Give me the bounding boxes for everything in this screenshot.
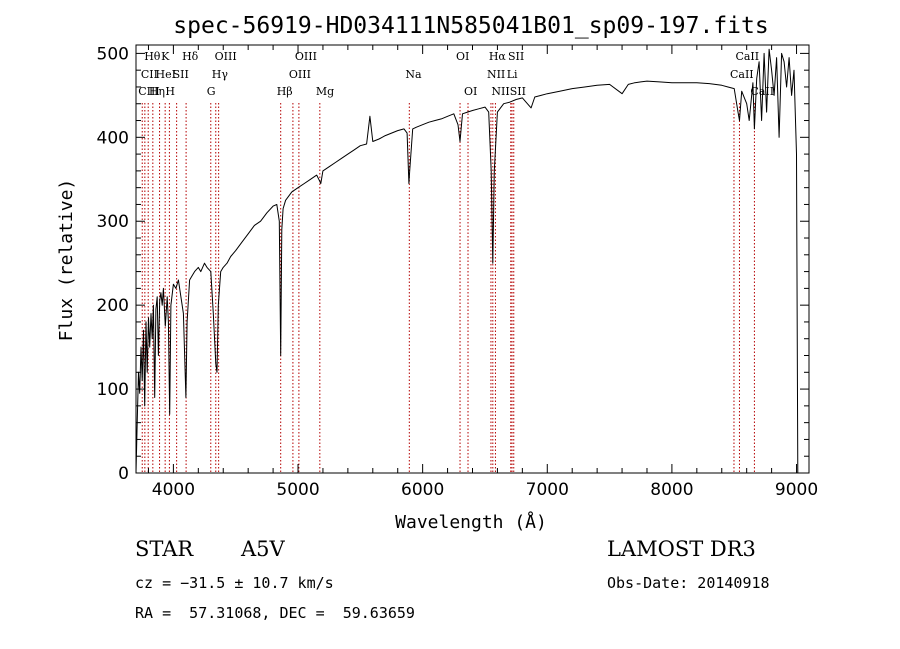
chart-title: spec-56919-HD034111N585041B01_sp09-197.f… [173, 13, 768, 39]
axes: 4000 5000 6000 7000 8000 9000 0 100 200 300 400 500 [97, 44, 819, 500]
x-tick-label: 5000 [276, 480, 319, 500]
marker-label: SII [173, 68, 189, 81]
marker-label: OI [456, 50, 469, 63]
spectral-subclass: A5V [241, 537, 285, 561]
marker-label: SII [508, 50, 524, 63]
redshift-cz: cz = −31.5 ± 10.7 km/s [135, 574, 334, 592]
line-markers: CIII CII Hθ Hη HeI K H SII Hδ G Hγ OIII Hβ OIII OIII Mg… [138, 50, 774, 473]
x-axis-label: Wavelength (Å) [395, 511, 547, 533]
x-tick-label: 6000 [401, 480, 444, 500]
marker-label: Hγ [212, 68, 229, 81]
marker-label: Hα [489, 50, 507, 63]
coordinates: RA = 57.31068, DEC = 59.63659 [135, 604, 415, 622]
marker-label: Na [405, 68, 422, 81]
x-tick-label: 7000 [526, 480, 569, 500]
marker-label: CaII [735, 50, 759, 63]
plot-frame [135, 44, 810, 474]
marker-label: CII [141, 68, 158, 81]
marker-label: Hβ [277, 85, 293, 98]
marker-label: K [161, 50, 170, 63]
y-tick-label: 300 [97, 212, 129, 232]
marker-label: OI [464, 85, 477, 98]
y-tick-label: 100 [97, 380, 129, 400]
y-tick-label: 0 [118, 464, 129, 484]
y-axis-label: Flux (relative) [56, 179, 77, 342]
y-tick-label: 500 [97, 44, 129, 64]
marker-label: NII [487, 68, 505, 81]
marker-label: H [165, 85, 175, 98]
marker-label: Hδ [182, 50, 199, 63]
marker-label: HeI [156, 68, 176, 81]
y-tick-label: 400 [97, 128, 129, 148]
marker-label: Mg [316, 85, 334, 98]
survey-name: LAMOST DR3 [607, 537, 756, 561]
marker-label: NII [491, 85, 509, 98]
marker-label: CaII [730, 68, 754, 81]
marker-label: G [207, 85, 216, 98]
marker-label: OIII [295, 50, 317, 63]
marker-label: OIII [215, 50, 237, 63]
marker-label: Hη [149, 85, 165, 98]
marker-label: Hθ [144, 50, 161, 63]
marker-label: SII [510, 85, 526, 98]
observation-date: Obs-Date: 20140918 [607, 574, 770, 592]
y-tick-label: 200 [97, 296, 129, 316]
marker-label: OIII [289, 68, 311, 81]
x-tick-label: 8000 [650, 480, 693, 500]
x-tick-label: 4000 [152, 480, 195, 500]
marker-label: Li [507, 68, 518, 81]
spectrum-line-0 [135, 48, 799, 474]
series-layer [135, 48, 799, 474]
object-class: STAR [135, 537, 194, 561]
x-tick-label: 9000 [775, 480, 818, 500]
marker-label: CIII [138, 85, 159, 98]
